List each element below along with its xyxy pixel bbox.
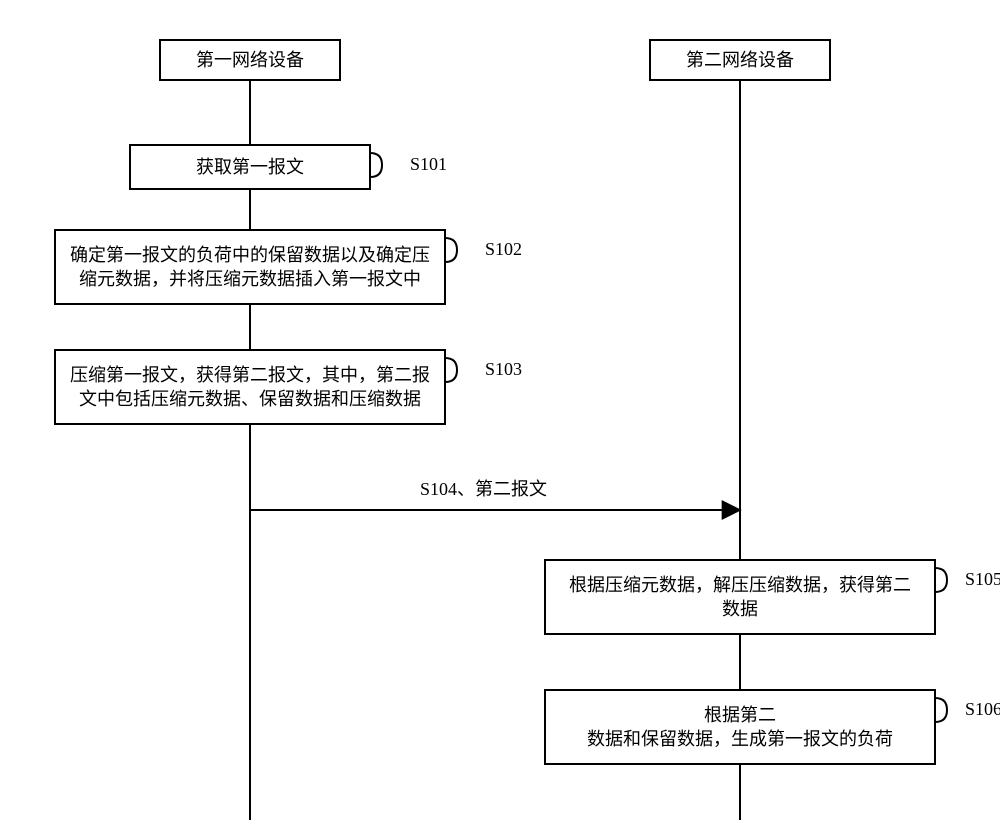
step-s105-label: S105	[965, 569, 1000, 589]
step-s103-line-0: 压缩第一报文，获得第二报文，其中，第二报	[70, 365, 430, 385]
step-s106-line-1: 数据和保留数据，生成第一报文的负荷	[587, 729, 893, 749]
step-s103-box	[55, 350, 445, 424]
step-s102-label: S102	[485, 239, 522, 259]
step-s102-line-1: 缩元数据，并将压缩元数据插入第一报文中	[79, 269, 421, 289]
step-s103-line-1: 文中包括压缩元数据、保留数据和压缩数据	[79, 389, 421, 409]
step-s104-label: S104、第二报文	[420, 479, 547, 499]
step-s106-line-0: 根据第二	[704, 705, 776, 725]
left-header-label: 第一网络设备	[196, 50, 304, 70]
step-s102-line-0: 确定第一报文的负荷中的保留数据以及确定压	[70, 245, 430, 265]
step-s106-box	[545, 690, 935, 764]
step-s105-line-1: 数据	[722, 599, 758, 619]
step-s105-box	[545, 560, 935, 634]
step-s102-box	[55, 230, 445, 304]
step-s105-line-0: 根据压缩元数据，解压压缩数据，获得第二	[569, 575, 911, 595]
step-s101-label: S101	[410, 154, 447, 174]
right-header-label: 第二网络设备	[686, 50, 794, 70]
step-s103-label: S103	[485, 359, 522, 379]
step-s101-line-0: 获取第一报文	[196, 157, 304, 177]
step-s106-label: S106	[965, 699, 1000, 719]
